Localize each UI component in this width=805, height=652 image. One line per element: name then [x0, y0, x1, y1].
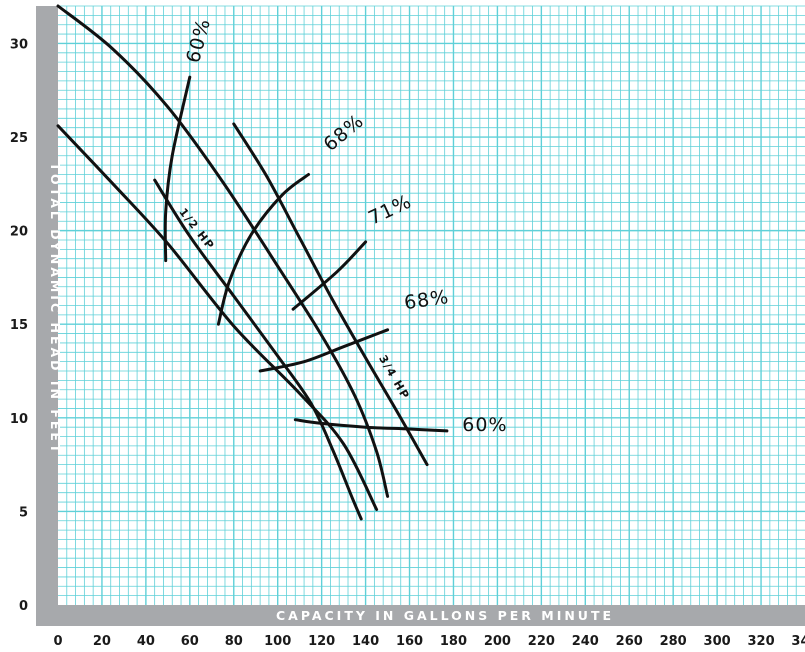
y-tick-label: 5: [19, 505, 28, 520]
curve-7: [291, 240, 368, 311]
curve-1: [56, 4, 390, 498]
x-tick-labels: 0 20 40 60 80 100 120 140 160 180 200 220 240 260 280 3…: [53, 634, 805, 649]
y-tick-label: 20: [10, 225, 28, 240]
x-tick-label: 0: [53, 634, 62, 649]
curve-4: [232, 122, 429, 467]
x-tick-label: 320: [747, 634, 774, 649]
x-tick-label: 240: [572, 634, 599, 649]
y-tick-label: 0: [19, 599, 28, 614]
y-axis-band: [36, 6, 58, 605]
x-tick-label: 40: [137, 634, 155, 649]
y-tick-label: 25: [10, 131, 28, 146]
curve-6: [216, 173, 310, 326]
x-tick-label: 120: [308, 634, 335, 649]
x-tick-label: 280: [660, 634, 687, 649]
efficiency-label: 60%: [462, 414, 507, 436]
x-tick-label: 220: [528, 634, 555, 649]
curve-9: [293, 418, 449, 433]
x-tick-label: 80: [225, 634, 243, 649]
x-tick-label: 20: [93, 634, 111, 649]
curve-8: [258, 328, 390, 373]
x-tick-label: 340: [791, 634, 805, 649]
x-tick-label: 140: [352, 634, 379, 649]
curve-5: [163, 75, 192, 263]
x-axis-label: CAPACITY IN GALLONS PER MINUTE: [276, 608, 614, 623]
x-tick-label: 180: [440, 634, 467, 649]
curve-3: [153, 178, 363, 521]
x-tick-label: 60: [181, 634, 199, 649]
pump-curves: [56, 4, 449, 521]
y-tick-labels: 0 5 10 15 20 25 30: [10, 37, 28, 614]
x-tick-label: 260: [616, 634, 643, 649]
y-tick-label: 15: [10, 318, 28, 333]
curve-2: [56, 124, 379, 511]
y-tick-label: 10: [10, 412, 28, 427]
x-tick-label: 100: [264, 634, 291, 649]
x-tick-label: 300: [704, 634, 731, 649]
x-axis-band: [36, 605, 805, 626]
y-axis-label: TOTAL DYNAMIC HEAD IN FEET: [48, 163, 63, 456]
x-tick-label: 200: [484, 634, 511, 649]
grid: [58, 5, 805, 605]
y-tick-label: 30: [10, 37, 28, 52]
x-tick-label: 160: [396, 634, 423, 649]
